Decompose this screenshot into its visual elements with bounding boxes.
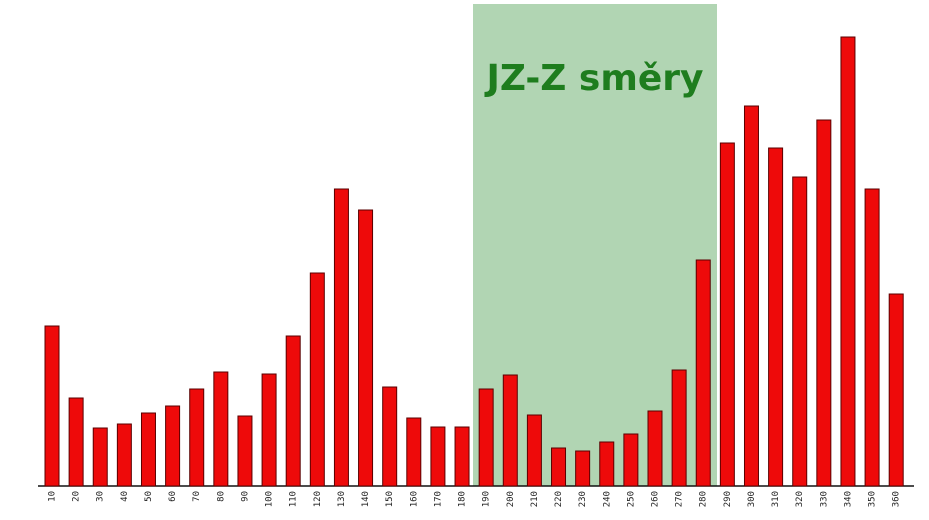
x-tick-label: 90	[240, 491, 250, 502]
bar	[189, 388, 205, 487]
x-tick-label: 120	[313, 491, 323, 507]
bar	[599, 441, 615, 487]
x-tick-label: 170	[433, 491, 443, 507]
bar	[92, 427, 108, 487]
bar	[116, 423, 132, 487]
x-tick-label: 330	[819, 491, 829, 507]
x-tick-label: 270	[675, 491, 685, 507]
x-tick-label: 300	[747, 491, 757, 507]
x-tick-label: 310	[771, 491, 781, 507]
bar	[309, 272, 325, 487]
x-tick-label: 320	[795, 491, 805, 507]
bar	[44, 325, 60, 487]
bar	[333, 188, 349, 487]
x-tick-label: 350	[868, 491, 878, 507]
x-tick-label: 140	[361, 491, 371, 507]
x-tick-label: 220	[554, 491, 564, 507]
bar	[575, 450, 591, 487]
x-tick-label: 150	[385, 491, 395, 507]
bar	[647, 410, 663, 487]
bar	[382, 386, 398, 487]
x-tick-label: 80	[216, 491, 226, 502]
bar	[165, 405, 181, 487]
x-tick-label: 200	[506, 491, 516, 507]
bar	[551, 447, 567, 487]
bar	[888, 293, 904, 487]
bar	[454, 426, 470, 487]
annotation: JZ-Z směry	[483, 58, 703, 99]
x-tick-label: 60	[168, 491, 178, 502]
bar	[237, 415, 253, 487]
x-tick-label: 10	[48, 491, 58, 502]
x-tick-label: 130	[337, 491, 347, 507]
x-tick-label: 30	[96, 491, 106, 502]
bar	[261, 373, 277, 487]
bar	[68, 397, 84, 487]
bar	[768, 147, 784, 487]
x-tick-label: 110	[289, 491, 299, 507]
bar	[502, 374, 518, 487]
bar	[840, 36, 856, 487]
x-tick-label: 160	[409, 491, 419, 507]
x-tick-label: 50	[144, 491, 154, 502]
bar	[285, 335, 301, 487]
bar	[671, 369, 687, 487]
x-tick-label: 210	[530, 491, 540, 507]
x-tick-label: 180	[458, 491, 468, 507]
x-tick-label: 260	[651, 491, 661, 507]
bar	[430, 426, 446, 487]
bar	[406, 417, 422, 487]
bar	[213, 371, 229, 487]
bar	[358, 209, 374, 487]
bar	[864, 188, 880, 487]
bar	[792, 176, 808, 487]
bar	[719, 142, 735, 487]
x-tick-label: 20	[72, 491, 82, 502]
x-tick-label: 190	[482, 491, 492, 507]
bar	[743, 105, 759, 487]
bar	[140, 412, 156, 487]
x-tick-label: 100	[265, 491, 275, 507]
x-tick-label: 230	[578, 491, 588, 507]
bar	[695, 259, 711, 487]
x-tick-label: 40	[120, 491, 130, 502]
bar	[623, 433, 639, 487]
bar	[526, 414, 542, 487]
x-tick-label: 340	[843, 491, 853, 507]
x-tick-label: 360	[892, 491, 902, 507]
bar	[478, 388, 494, 487]
x-tick-label: 250	[626, 491, 636, 507]
x-tick-label: 240	[602, 491, 612, 507]
x-tick-label: 290	[723, 491, 733, 507]
bar	[816, 119, 832, 487]
x-tick-label: 70	[192, 491, 202, 502]
x-tick-label: 280	[699, 491, 709, 507]
